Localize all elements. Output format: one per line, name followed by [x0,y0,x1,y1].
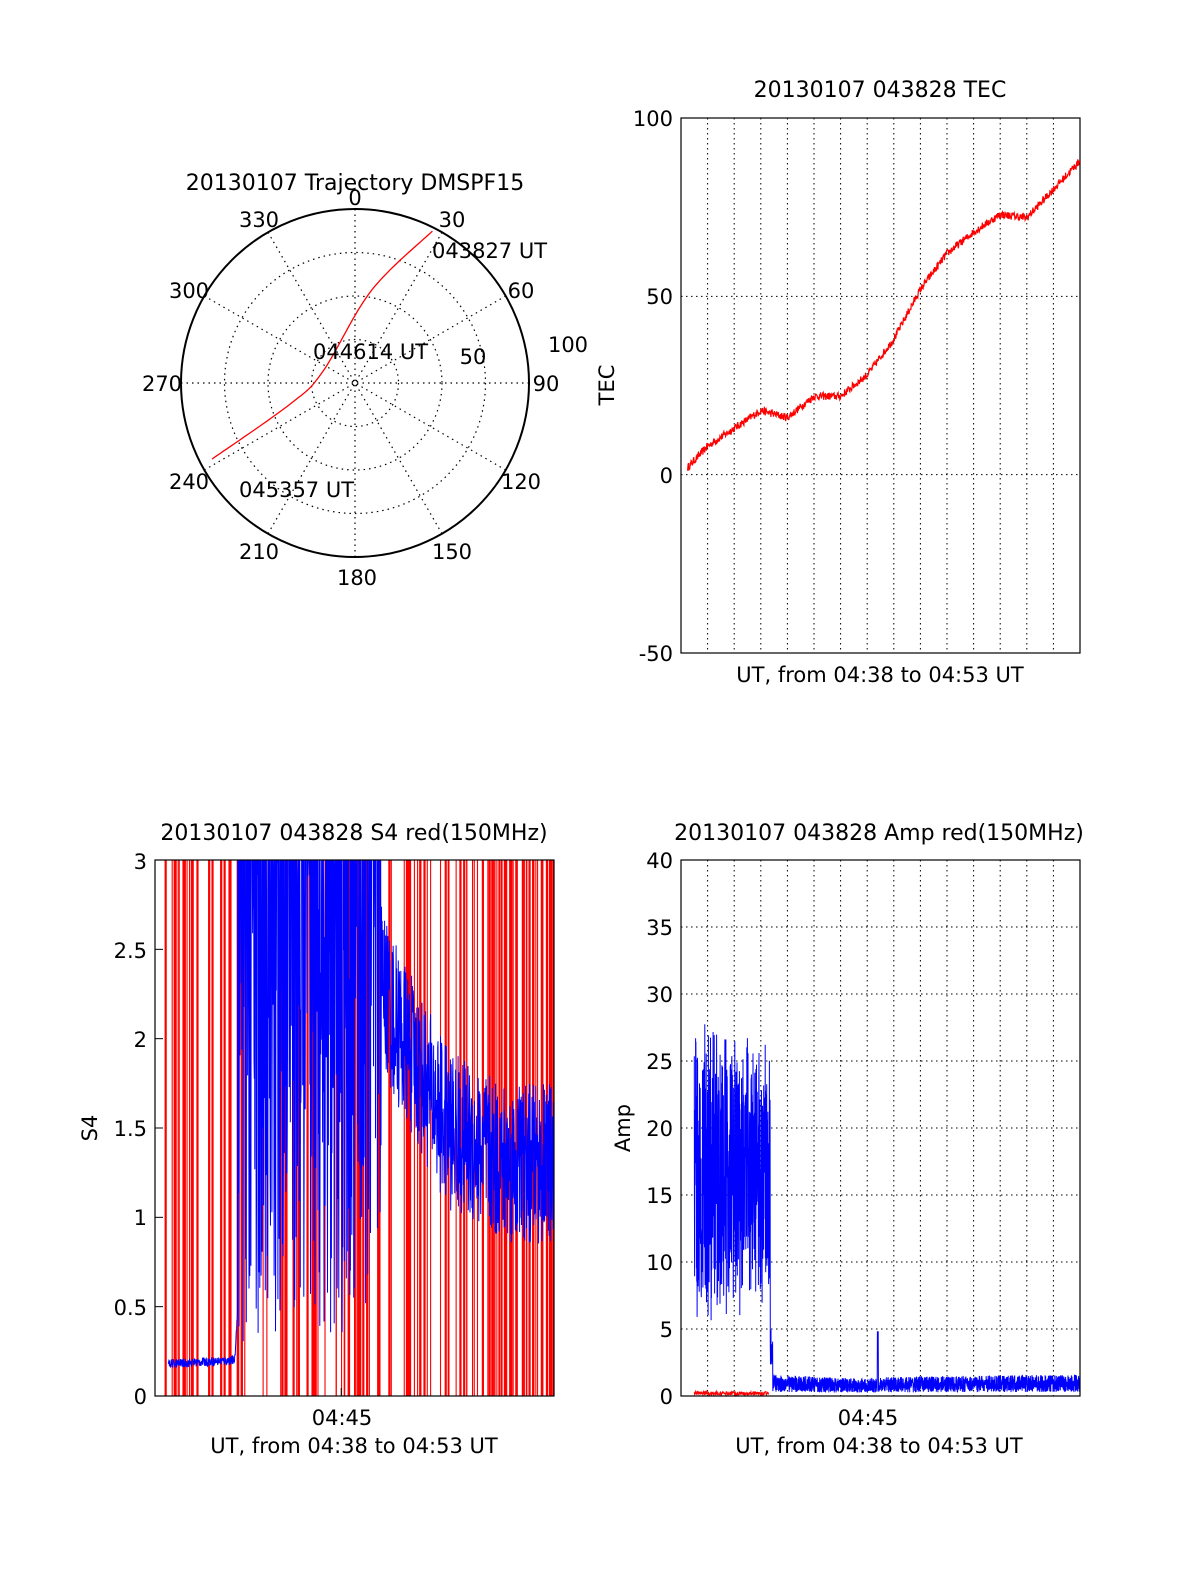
trajectory-polar-plot: 20130107 Trajectory DMSPF15 0 30 60 90 1… [142,171,588,590]
s4-ytick-0.5: 0.5 [114,1296,147,1320]
az-label-30: 30 [439,208,466,232]
tec-ytick-100: 100 [633,107,673,131]
amp-ylabel: Amp [611,1104,635,1152]
radius-label-50: 50 [460,345,487,369]
tec-chart: 20130107 043828 TEC 100 50 0 -50 TEC UT,… [595,78,1081,687]
amp-ytick-10: 10 [646,1251,673,1275]
s4-ytick-2: 2 [134,1028,147,1052]
az-label-120: 120 [501,470,541,494]
az-label-180: 180 [337,566,377,590]
amp-ytick-40: 40 [646,849,673,873]
trajectory-title: 20130107 Trajectory DMSPF15 [186,171,524,196]
amp-ytick-35: 35 [646,916,673,940]
s4-ylabel: S4 [78,1115,102,1142]
amp-xlabel: UT, from 04:38 to 04:53 UT [735,1434,1023,1458]
radius-label-100: 100 [548,333,588,357]
tec-series [687,159,1081,471]
amp-ytick-20: 20 [646,1117,673,1141]
amp-plot-frame [680,859,1081,1397]
tec-ytick-50: 50 [646,285,673,309]
amp-ytick-25: 25 [646,1050,673,1074]
amp-ytick-15: 15 [646,1184,673,1208]
polar-ring [223,251,487,515]
polar-ring [310,338,400,428]
amp-title: 20130107 043828 Amp red(150MHz) [674,821,1084,846]
s4-ytick-0: 0 [134,1385,147,1409]
trajectory-mid-time: 044614 UT [313,340,428,364]
tec-ylabel: TEC [595,365,619,407]
az-label-60: 60 [508,279,535,303]
s4-title: 20130107 043828 S4 red(150MHz) [160,821,547,846]
az-label-150: 150 [432,540,472,564]
amp-ytick-5: 5 [660,1318,673,1342]
az-label-0: 0 [348,186,361,210]
trajectory-end-time: 045357 UT [239,478,354,502]
az-label-300: 300 [169,279,209,303]
az-label-330: 330 [239,208,279,232]
amp-xtick-0445: 04:45 [838,1406,899,1430]
s4-ytick-3: 3 [134,850,147,874]
amp-ytick-30: 30 [646,983,673,1007]
s4-xtick-0445: 04:45 [312,1406,373,1430]
az-label-240: 240 [169,470,209,494]
s4-chart: 20130107 043828 S4 red(150MHz) 0 0.5 1 1… [78,821,555,1458]
polar-ring [267,295,443,471]
amp-chart: 20130107 043828 Amp red(150MHz) 0 5 10 1… [611,821,1084,1458]
tec-plot-frame [680,117,1081,654]
trajectory-series [211,230,433,460]
tec-xlabel: UT, from 04:38 to 04:53 UT [736,663,1024,687]
trajectory-start-time: 043827 UT [432,239,547,263]
tec-grid [681,118,1080,653]
amp-red-series [693,1389,770,1398]
s4-ytick-1.5: 1.5 [114,1117,147,1141]
tec-title: 20130107 043828 TEC [754,78,1007,103]
polar-outer-circle [180,208,530,558]
amp-blue-series [693,1024,1081,1393]
tec-ytick-0: 0 [660,464,673,488]
az-label-270: 270 [142,372,182,396]
azimuth-labels: 0 30 60 90 120 150 180 210 240 270 300 3… [142,186,559,590]
polar-grid [181,209,529,557]
az-label-90: 90 [533,372,560,396]
az-label-210: 210 [239,540,279,564]
s4-tick-marks [155,948,342,1396]
tec-ytick-neg50: -50 [639,642,673,666]
amp-ytick-0: 0 [660,1385,673,1409]
s4-xlabel: UT, from 04:38 to 04:53 UT [210,1434,498,1458]
s4-ytick-1: 1 [134,1206,147,1230]
s4-ytick-2.5: 2.5 [114,939,147,963]
